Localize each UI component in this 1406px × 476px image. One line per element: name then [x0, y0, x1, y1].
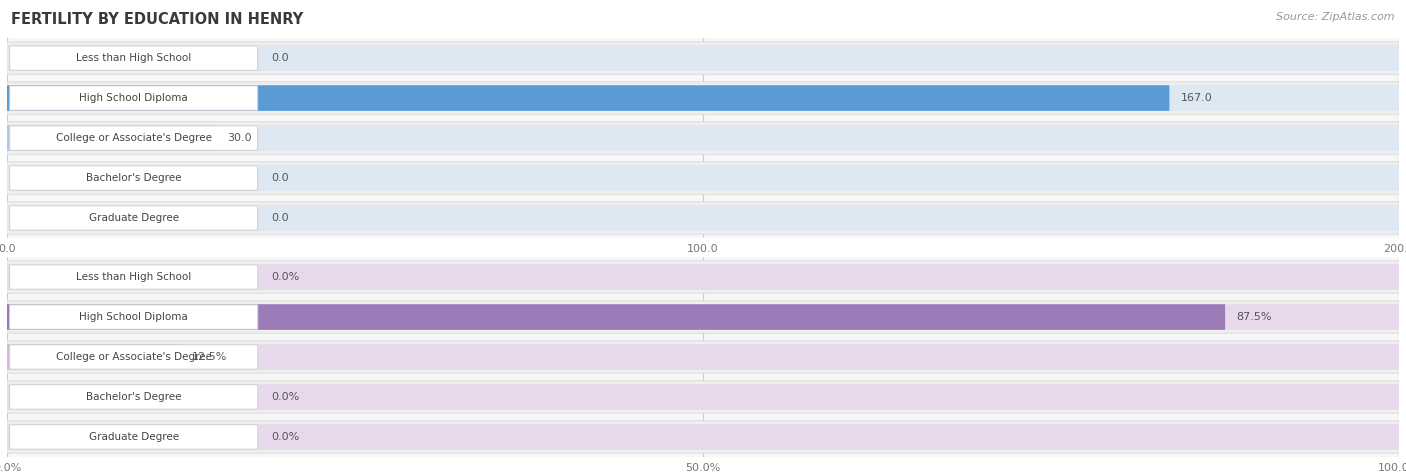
FancyBboxPatch shape: [10, 126, 257, 150]
Text: High School Diploma: High School Diploma: [79, 312, 188, 322]
FancyBboxPatch shape: [7, 122, 1399, 154]
Text: 30.0: 30.0: [226, 133, 252, 143]
Text: 0.0%: 0.0%: [271, 272, 299, 282]
FancyBboxPatch shape: [7, 264, 1399, 290]
FancyBboxPatch shape: [10, 385, 257, 409]
FancyBboxPatch shape: [7, 304, 1225, 330]
FancyBboxPatch shape: [7, 125, 217, 151]
FancyBboxPatch shape: [7, 42, 1399, 74]
FancyBboxPatch shape: [7, 205, 1399, 231]
FancyBboxPatch shape: [7, 45, 1399, 71]
Text: Graduate Degree: Graduate Degree: [89, 432, 179, 442]
Text: 87.5%: 87.5%: [1236, 312, 1271, 322]
FancyBboxPatch shape: [7, 381, 1399, 413]
FancyBboxPatch shape: [7, 304, 1399, 330]
FancyBboxPatch shape: [7, 384, 1399, 410]
Text: College or Associate's Degree: College or Associate's Degree: [56, 352, 212, 362]
FancyBboxPatch shape: [7, 125, 1399, 151]
FancyBboxPatch shape: [7, 85, 1399, 111]
FancyBboxPatch shape: [7, 85, 1170, 111]
FancyBboxPatch shape: [7, 341, 1399, 373]
FancyBboxPatch shape: [10, 345, 257, 369]
Text: 0.0: 0.0: [271, 53, 290, 63]
FancyBboxPatch shape: [7, 424, 1399, 450]
FancyBboxPatch shape: [7, 344, 1399, 370]
Text: Less than High School: Less than High School: [76, 53, 191, 63]
Text: 167.0: 167.0: [1181, 93, 1212, 103]
Text: College or Associate's Degree: College or Associate's Degree: [56, 133, 212, 143]
Text: High School Diploma: High School Diploma: [79, 93, 188, 103]
Text: FERTILITY BY EDUCATION IN HENRY: FERTILITY BY EDUCATION IN HENRY: [11, 12, 304, 27]
Text: Source: ZipAtlas.com: Source: ZipAtlas.com: [1277, 12, 1395, 22]
FancyBboxPatch shape: [7, 82, 1399, 114]
FancyBboxPatch shape: [7, 421, 1399, 453]
FancyBboxPatch shape: [10, 166, 257, 190]
Text: 0.0: 0.0: [271, 173, 290, 183]
FancyBboxPatch shape: [7, 165, 1399, 191]
Text: Bachelor's Degree: Bachelor's Degree: [86, 173, 181, 183]
Text: Bachelor's Degree: Bachelor's Degree: [86, 392, 181, 402]
FancyBboxPatch shape: [10, 425, 257, 449]
FancyBboxPatch shape: [7, 344, 181, 370]
FancyBboxPatch shape: [10, 46, 257, 70]
FancyBboxPatch shape: [10, 265, 257, 289]
FancyBboxPatch shape: [10, 305, 257, 329]
Text: 0.0%: 0.0%: [271, 392, 299, 402]
FancyBboxPatch shape: [10, 86, 257, 110]
Text: Less than High School: Less than High School: [76, 272, 191, 282]
FancyBboxPatch shape: [7, 261, 1399, 293]
FancyBboxPatch shape: [10, 206, 257, 230]
FancyBboxPatch shape: [7, 202, 1399, 234]
Text: 0.0%: 0.0%: [271, 432, 299, 442]
Text: 0.0: 0.0: [271, 213, 290, 223]
FancyBboxPatch shape: [7, 301, 1399, 333]
Text: Graduate Degree: Graduate Degree: [89, 213, 179, 223]
Text: 12.5%: 12.5%: [193, 352, 228, 362]
FancyBboxPatch shape: [7, 162, 1399, 194]
